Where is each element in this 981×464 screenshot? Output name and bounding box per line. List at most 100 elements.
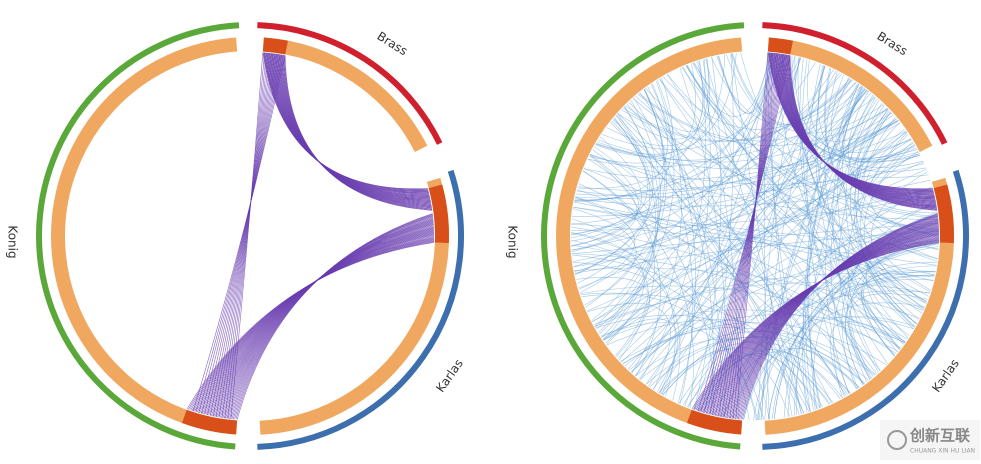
chord	[658, 89, 867, 394]
chord	[572, 138, 912, 217]
chord	[594, 100, 662, 327]
segment-label: Karlas	[929, 357, 962, 395]
chord	[816, 65, 901, 350]
chord	[622, 78, 851, 142]
chord	[705, 58, 802, 415]
chord	[706, 54, 786, 414]
chord	[224, 52, 267, 419]
inner-ring-segment	[767, 37, 933, 153]
inner-ring-highlight	[181, 409, 238, 435]
chord	[597, 108, 888, 163]
chord	[589, 154, 925, 185]
chord	[679, 67, 727, 418]
chord	[571, 118, 648, 247]
chord	[571, 149, 639, 246]
chord	[585, 89, 666, 308]
chord	[767, 270, 936, 420]
chord	[631, 79, 682, 373]
chord	[845, 96, 909, 339]
chord	[630, 190, 934, 373]
inner-ring-highlight	[767, 37, 793, 55]
chord	[603, 113, 658, 341]
circos-panel: Brass Karlas Konig	[506, 22, 969, 450]
inner-ring-highlight	[686, 409, 743, 435]
chord	[571, 69, 834, 253]
chord	[223, 220, 434, 419]
chord	[789, 55, 938, 211]
chord	[691, 242, 939, 410]
chord	[284, 55, 433, 211]
chord	[602, 309, 899, 352]
chord	[600, 322, 757, 421]
chord	[226, 219, 434, 419]
chord	[700, 54, 789, 412]
chord	[716, 55, 904, 345]
chord	[758, 98, 878, 420]
chord	[678, 203, 937, 404]
chord	[571, 118, 897, 251]
chord	[186, 242, 434, 410]
chord	[581, 293, 834, 403]
chord	[214, 225, 434, 417]
chord	[740, 52, 931, 293]
chord	[693, 57, 722, 410]
chord	[576, 154, 921, 198]
chord	[763, 52, 770, 420]
chord	[578, 118, 897, 289]
chord	[783, 246, 939, 418]
chord	[611, 120, 800, 415]
outer-ring-segment	[762, 22, 948, 145]
chord	[577, 115, 651, 284]
chord	[586, 161, 924, 312]
chord	[222, 221, 434, 419]
chord	[761, 65, 826, 420]
chord	[212, 53, 274, 417]
inner-ring-highlight	[262, 37, 288, 55]
chord	[808, 83, 860, 409]
chord	[633, 97, 694, 405]
chord	[601, 117, 657, 338]
chord	[595, 314, 830, 405]
outer-ring-segment	[36, 22, 240, 450]
chord	[743, 347, 860, 420]
chord	[863, 143, 920, 320]
chord	[652, 128, 905, 390]
outer-ring-segment	[257, 22, 443, 145]
chord	[612, 119, 848, 396]
chord	[583, 120, 899, 180]
chord	[667, 74, 939, 219]
chord	[657, 52, 773, 393]
chord	[662, 76, 853, 130]
chord	[693, 62, 929, 178]
watermark: 创新互联 CHUANG XIN HU LIAN	[880, 420, 980, 460]
chord	[703, 54, 788, 413]
chord	[764, 88, 866, 420]
chord	[195, 54, 284, 412]
chord	[571, 218, 676, 397]
chord	[717, 53, 779, 417]
segment-label: Brass	[375, 29, 410, 58]
chord	[575, 88, 664, 276]
chord	[574, 120, 899, 272]
chord	[682, 66, 877, 375]
chord	[192, 55, 286, 412]
chord	[639, 92, 832, 404]
chord	[575, 197, 636, 290]
chord	[806, 77, 849, 408]
chord	[628, 101, 906, 343]
chord	[830, 74, 916, 160]
chord	[219, 222, 434, 418]
chord	[596, 52, 772, 330]
watermark-title: 创新互联	[909, 427, 971, 445]
chord	[709, 65, 826, 415]
chord	[595, 63, 696, 157]
chord	[595, 88, 867, 161]
chord	[599, 80, 675, 335]
chord	[217, 224, 434, 418]
chord	[582, 170, 661, 377]
chord	[571, 245, 649, 356]
chord	[731, 53, 863, 126]
chord	[575, 196, 876, 376]
chord	[571, 82, 857, 225]
